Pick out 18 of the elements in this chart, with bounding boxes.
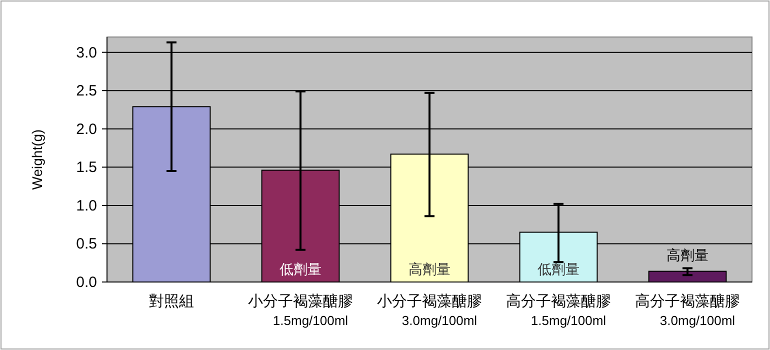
x-tick-label: 高分子褐藻醣膠 3.0mg/100ml: [635, 293, 740, 328]
y-tick-label: 1.0: [76, 197, 97, 214]
annotation: 低劑量: [538, 261, 580, 277]
y-tick-label: 0.5: [76, 236, 97, 253]
y-tick-label: 1.5: [76, 159, 97, 176]
annotation: 低劑量: [280, 261, 322, 277]
x-tick-label: 小分子褐藻醣膠 1.5mg/100ml: [248, 293, 353, 328]
annotation: 高劑量: [666, 247, 708, 264]
y-tick-label: 0.0: [76, 274, 97, 291]
x-tick-label: 高分子褐藻醣膠 1.5mg/100ml: [506, 293, 611, 328]
annotation: 高劑量: [408, 261, 450, 277]
y-tick-label: 2.0: [76, 120, 97, 138]
bar: [648, 270, 727, 282]
y-axis-title: Weight(g): [29, 129, 45, 190]
x-tick-label: 小分子褐藻醣膠 3.0mg/100ml: [377, 293, 482, 328]
x-tick-label: 對照組: [149, 293, 194, 310]
y-tick-label: 3.0: [76, 44, 97, 62]
y-tick-label: 2.5: [76, 82, 97, 100]
